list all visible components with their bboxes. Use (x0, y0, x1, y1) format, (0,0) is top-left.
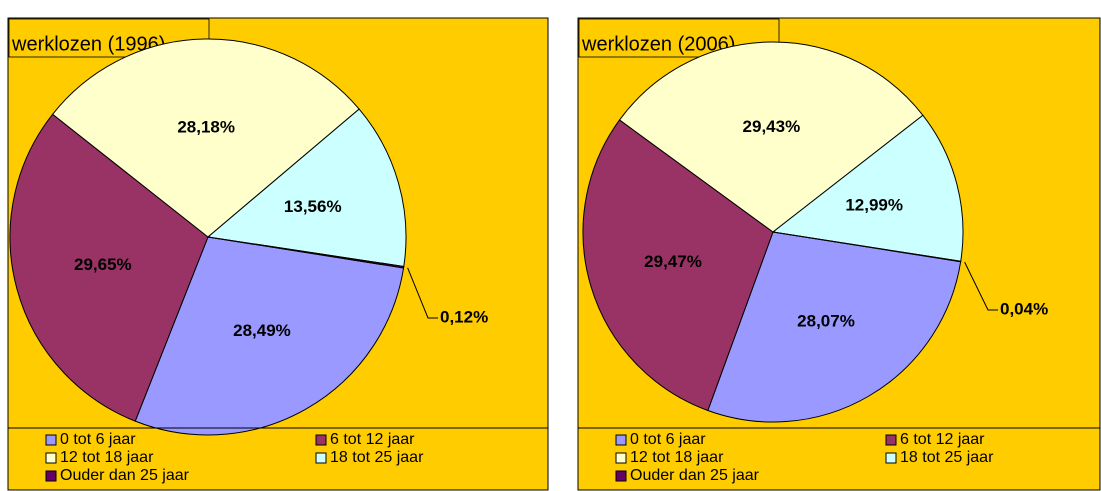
legend-label: Ouder dan 25 jaar (60, 467, 190, 484)
legend-swatch (615, 470, 627, 482)
legend-label: 18 tot 25 jaar (900, 449, 994, 466)
pie-slice (9, 113, 209, 422)
legend-label: Ouder dan 25 jaar (630, 467, 760, 484)
legend-label: 18 tot 25 jaar (330, 449, 424, 466)
leader-line (964, 261, 998, 311)
legend-label: 6 tot 12 jaar (330, 431, 415, 448)
data-label: 29,47% (644, 252, 702, 271)
data-label: 29,65% (74, 255, 132, 274)
data-label: 0,04% (1000, 299, 1048, 318)
data-label: 28,18% (177, 118, 235, 137)
data-label: 29,43% (743, 117, 801, 136)
pie-slice (207, 236, 405, 269)
legend-swatch (615, 434, 627, 446)
data-label: 28,49% (233, 321, 291, 340)
leader-line (407, 267, 438, 319)
chart-title: werklozen (2006) (581, 33, 735, 55)
legend-swatch (315, 452, 327, 464)
data-label: 28,07% (797, 312, 855, 331)
legend-swatch (45, 434, 57, 446)
legend-swatch (315, 434, 327, 446)
legend-label: 6 tot 12 jaar (900, 431, 985, 448)
pie-slice (707, 231, 962, 423)
legend-swatch (45, 452, 57, 464)
legend-label: 0 tot 6 jaar (60, 431, 136, 448)
legend-label: 12 tot 18 jaar (630, 449, 724, 466)
data-label: 13,56% (284, 197, 342, 216)
pie-slice (206, 108, 407, 268)
pie-slice (134, 236, 405, 436)
legend-label: 0 tot 6 jaar (630, 431, 706, 448)
pie-slice (771, 114, 964, 262)
pie-slice (772, 231, 962, 263)
legend-swatch (885, 434, 897, 446)
chart-title: werklozen (1996) (11, 33, 165, 55)
legend-swatch (615, 452, 627, 464)
pie-slice (582, 119, 774, 412)
legend-label: 12 tot 18 jaar (60, 449, 154, 466)
pie-slice (618, 41, 924, 233)
pie-slice (51, 38, 360, 238)
data-label: 12,99% (845, 195, 903, 214)
legend-swatch (45, 470, 57, 482)
data-label: 0,12% (440, 307, 488, 326)
legend-swatch (885, 452, 897, 464)
